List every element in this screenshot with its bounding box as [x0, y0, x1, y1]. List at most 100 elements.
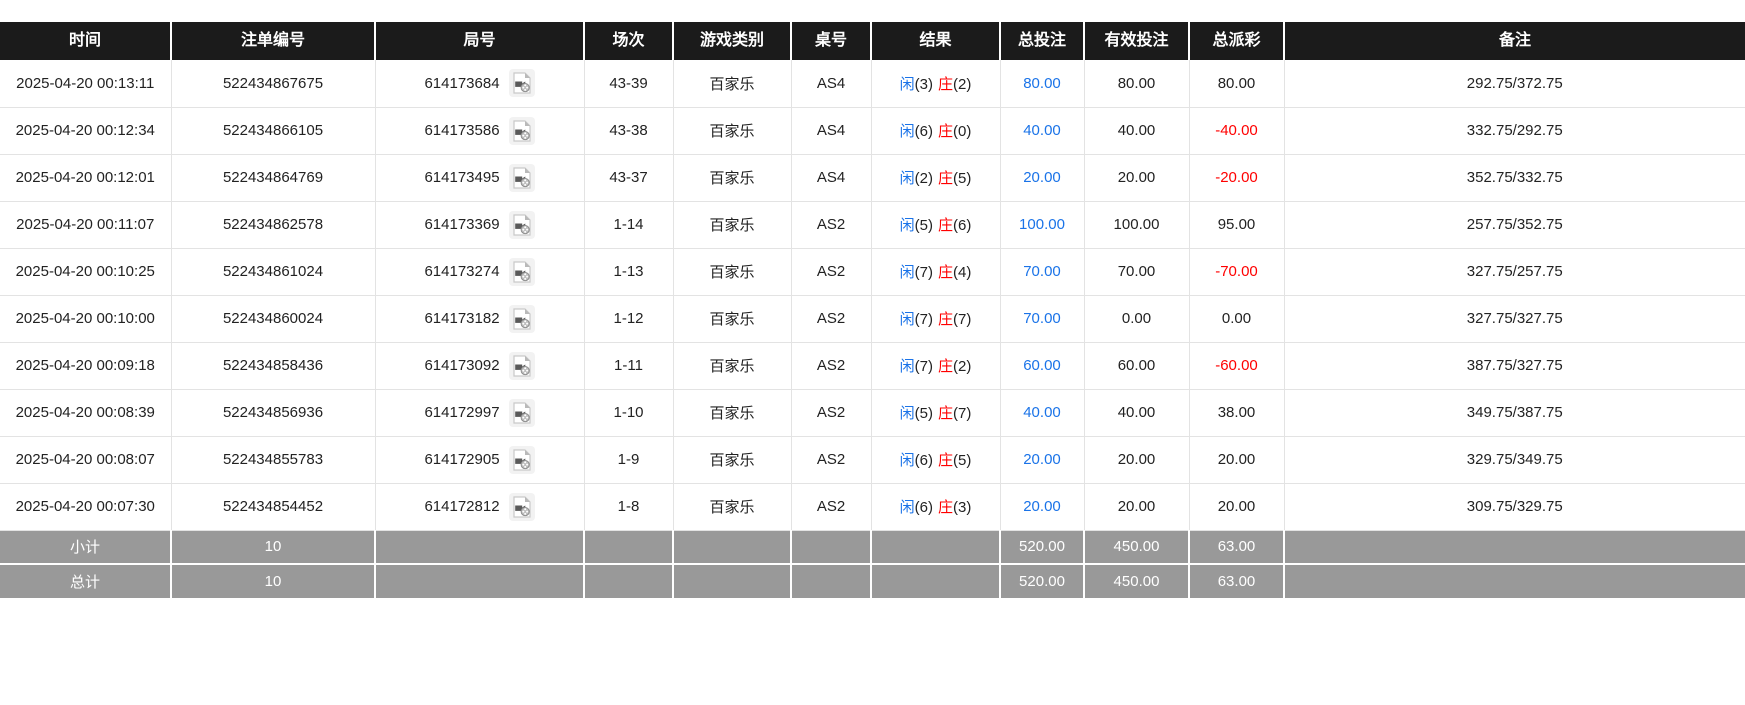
total-bet-link[interactable]: 20.00 — [1023, 498, 1061, 515]
cell-total-bet[interactable]: 40.00 — [1000, 107, 1085, 155]
total-bet-link[interactable]: 100.00 — [1019, 216, 1065, 233]
total-bet-link[interactable]: 70.00 — [1023, 310, 1061, 327]
result-player-label: 闲 — [899, 405, 915, 422]
round-cell-content: 614173586 — [384, 108, 576, 154]
cell-payout: 20.00 — [1189, 483, 1285, 531]
cell-time: 2025-04-20 00:11:07 — [0, 201, 172, 249]
cell-valid-bet: 100.00 — [1084, 201, 1190, 249]
cell-bet-number: 522434862578 — [171, 201, 376, 249]
column-header-label: 场次 — [612, 32, 645, 49]
cell-payout: 80.00 — [1189, 60, 1285, 108]
cell-result: 闲(6) 庄(3) — [871, 483, 1001, 531]
cell-total-bet[interactable]: 80.00 — [1000, 60, 1085, 108]
result-player-label: 闲 — [899, 311, 915, 328]
video-replay-icon[interactable] — [508, 445, 535, 474]
cell-total-bet[interactable]: 20.00 — [1000, 483, 1085, 531]
footer-result — [871, 530, 1001, 565]
result-banker-value: (5) — [953, 452, 972, 469]
result-banker-label: 庄 — [938, 123, 954, 140]
cell-total-bet[interactable]: 20.00 — [1000, 154, 1085, 202]
column-header-round[interactable]: 局号 — [375, 22, 585, 60]
column-header-tableno[interactable]: 桌号 — [791, 22, 872, 60]
cell-shift: 43-39 — [584, 60, 674, 108]
cell-table-number: AS2 — [791, 483, 872, 531]
cell-time: 2025-04-20 00:09:18 — [0, 342, 172, 390]
video-replay-icon[interactable] — [508, 492, 535, 521]
column-header-valid[interactable]: 有效投注 — [1084, 22, 1190, 60]
result-banker-value: (0) — [953, 123, 972, 140]
cell-total-bet[interactable]: 60.00 — [1000, 342, 1085, 390]
video-replay-icon[interactable] — [508, 210, 535, 239]
result-banker-label: 庄 — [938, 499, 954, 516]
table-body: 2025-04-20 00:13:11 522434867675 614173684… — [0, 60, 1745, 531]
video-replay-icon[interactable] — [508, 163, 535, 192]
cell-round: 614173684 — [375, 60, 585, 108]
video-replay-icon[interactable] — [508, 257, 535, 286]
table-header: 时间 注单编号 局号 场次 游戏类别 桌号 结果 总投注 有效投注 总派彩 备注 — [0, 22, 1745, 60]
total-bet-link[interactable]: 20.00 — [1023, 169, 1061, 186]
result-player-label: 闲 — [899, 452, 915, 469]
total-bet-link[interactable]: 40.00 — [1023, 122, 1061, 139]
cell-total-bet[interactable]: 20.00 — [1000, 436, 1085, 484]
cell-game-type: 百家乐 — [673, 483, 792, 531]
round-cell-content: 614173684 — [384, 60, 576, 106]
column-header-label: 时间 — [68, 32, 101, 49]
cell-bet-number: 522434867675 — [171, 60, 376, 108]
cell-note: 332.75/292.75 — [1284, 107, 1745, 155]
column-header-payout[interactable]: 总派彩 — [1189, 22, 1285, 60]
result-banker-value: (7) — [953, 311, 972, 328]
column-header-time[interactable]: 时间 — [0, 22, 172, 60]
footer-note — [1284, 564, 1745, 598]
column-header-game[interactable]: 游戏类别 — [673, 22, 792, 60]
cell-time: 2025-04-20 00:10:00 — [0, 295, 172, 343]
cell-total-bet[interactable]: 100.00 — [1000, 201, 1085, 249]
total-bet-link[interactable]: 20.00 — [1023, 451, 1061, 468]
cell-valid-bet: 40.00 — [1084, 389, 1190, 437]
footer-count: 10 — [171, 530, 376, 565]
result-player-value: (7) — [914, 311, 933, 328]
footer-note — [1284, 530, 1745, 565]
total-bet-link[interactable]: 40.00 — [1023, 404, 1061, 421]
video-replay-icon[interactable] — [508, 398, 535, 427]
footer-round — [375, 530, 585, 565]
cell-round: 614173092 — [375, 342, 585, 390]
result-banker-label: 庄 — [938, 405, 954, 422]
cell-note: 257.75/352.75 — [1284, 201, 1745, 249]
cell-bet-number: 522434866105 — [171, 107, 376, 155]
column-header-label: 有效投注 — [1104, 32, 1169, 49]
cell-total-bet[interactable]: 40.00 — [1000, 389, 1085, 437]
column-header-shift[interactable]: 场次 — [584, 22, 674, 60]
footer-row: 小计 10 520.00 450.00 63.00 — [0, 530, 1745, 565]
column-header-result[interactable]: 结果 — [871, 22, 1001, 60]
video-replay-icon[interactable] — [508, 351, 535, 380]
column-header-total[interactable]: 总投注 — [1000, 22, 1085, 60]
cell-total-bet[interactable]: 70.00 — [1000, 295, 1085, 343]
total-bet-link[interactable]: 60.00 — [1023, 357, 1061, 374]
round-cell-content: 614172997 — [384, 390, 576, 436]
cell-round: 614172812 — [375, 483, 585, 531]
cell-payout: 95.00 — [1189, 201, 1285, 249]
total-bet-link[interactable]: 70.00 — [1023, 263, 1061, 280]
cell-payout: 0.00 — [1189, 295, 1285, 343]
video-replay-icon[interactable] — [508, 69, 535, 98]
footer-game — [673, 530, 792, 565]
footer-table-number — [791, 530, 872, 565]
result-banker-label: 庄 — [938, 75, 954, 93]
video-replay-icon[interactable] — [508, 116, 535, 145]
footer-label: 小计 — [0, 530, 172, 565]
result-player-value: (6) — [914, 123, 933, 140]
round-cell-content: 614173092 — [384, 343, 576, 389]
round-number: 614172905 — [424, 451, 500, 468]
result-player-value: (7) — [914, 358, 933, 375]
result-player-value: (6) — [914, 499, 933, 516]
cell-total-bet[interactable]: 70.00 — [1000, 248, 1085, 296]
column-header-note[interactable]: 备注 — [1284, 22, 1745, 60]
result-player-label: 闲 — [899, 123, 915, 140]
video-replay-icon[interactable] — [508, 304, 535, 333]
cell-result: 闲(5) 庄(7) — [871, 389, 1001, 437]
result-player-value: (5) — [914, 405, 933, 422]
total-bet-link[interactable]: 80.00 — [1023, 74, 1061, 92]
table-row: 2025-04-20 00:13:11 522434867675 614173684… — [0, 60, 1745, 108]
column-header-betno[interactable]: 注单编号 — [171, 22, 376, 60]
cell-shift: 1-11 — [584, 342, 674, 390]
